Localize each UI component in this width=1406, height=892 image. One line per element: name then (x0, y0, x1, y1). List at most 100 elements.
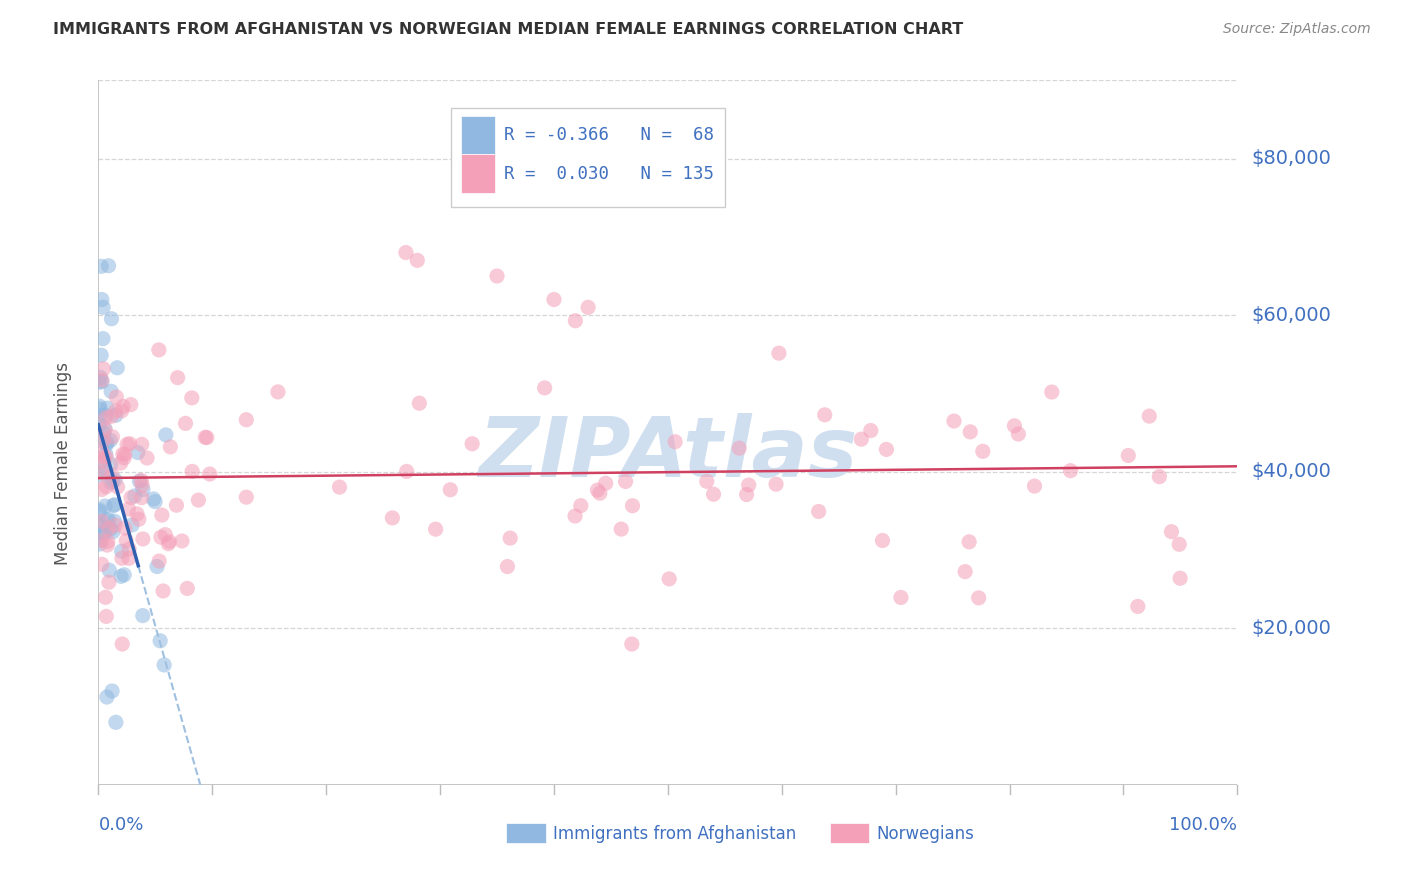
Point (96, 450, 118, 465)
Point (194, 430, 217, 444)
Point (91, 375, 114, 389)
Point (96, 480, 118, 494)
Point (153, 657, 176, 672)
Point (142, 491, 165, 506)
Point (98, 563, 121, 577)
Point (195, 431, 218, 445)
Point (499, 531, 522, 545)
Point (89, 409, 111, 423)
Point (148, 554, 170, 568)
Point (97, 534, 120, 549)
Text: 100.0%: 100.0% (1170, 815, 1237, 833)
Point (128, 512, 150, 526)
Point (181, 464, 204, 478)
Point (328, 480, 350, 494)
Point (953, 565, 976, 579)
Point (461, 436, 484, 450)
Point (90, 533, 112, 548)
Point (1137, 409, 1160, 423)
Point (150, 508, 173, 522)
Point (118, 551, 141, 566)
Point (89, 468, 111, 483)
Point (132, 532, 155, 546)
Point (111, 404, 134, 418)
Point (564, 509, 586, 524)
Point (157, 537, 180, 551)
Point (439, 483, 461, 497)
Point (146, 559, 169, 574)
Point (94, 447, 117, 461)
Point (1007, 427, 1029, 442)
Point (576, 301, 599, 315)
Point (1116, 449, 1139, 463)
Text: R = -0.366   N =  68: R = -0.366 N = 68 (503, 126, 714, 144)
Point (425, 522, 447, 536)
Point (104, 715, 127, 730)
Point (1024, 479, 1046, 493)
Point (111, 447, 134, 461)
Point (97, 259, 120, 273)
Point (107, 480, 129, 494)
Point (90, 293, 112, 307)
Point (103, 499, 125, 513)
Point (1168, 537, 1191, 551)
Point (96, 437, 118, 451)
Point (610, 522, 633, 536)
Point (408, 396, 430, 410)
Point (696, 475, 718, 489)
Point (94, 423, 117, 437)
Point (90, 558, 112, 572)
Point (91, 300, 114, 314)
Point (486, 268, 509, 283)
Point (131, 437, 153, 451)
Point (174, 417, 197, 431)
Point (406, 253, 429, 268)
Text: Median Female Earnings: Median Female Earnings (55, 362, 72, 566)
Point (100, 384, 122, 399)
Point (957, 534, 980, 549)
Point (187, 493, 209, 508)
Point (101, 524, 124, 539)
Point (1160, 524, 1182, 539)
Point (589, 486, 612, 500)
Point (111, 544, 134, 558)
Point (100, 434, 122, 448)
Point (859, 424, 882, 438)
Point (496, 559, 519, 574)
Point (149, 633, 172, 648)
Point (533, 381, 555, 395)
Point (100, 475, 122, 490)
Point (1149, 469, 1171, 483)
Point (97, 521, 120, 535)
Point (814, 408, 837, 422)
Point (93, 450, 115, 464)
Text: Immigrants from Afghanistan: Immigrants from Afghanistan (553, 825, 796, 843)
Point (967, 591, 990, 605)
Point (90, 483, 112, 497)
Text: $40,000: $40,000 (1251, 462, 1331, 482)
Text: 0.0%: 0.0% (98, 815, 143, 833)
Point (851, 432, 873, 446)
Point (157, 534, 180, 549)
Point (91, 332, 114, 346)
Point (180, 391, 202, 405)
Text: ZIPAtlas: ZIPAtlas (478, 413, 858, 494)
Point (100, 311, 122, 326)
Point (875, 442, 897, 457)
Point (136, 450, 159, 465)
Point (143, 494, 166, 508)
FancyBboxPatch shape (461, 154, 495, 193)
Point (91, 454, 114, 468)
Point (104, 473, 127, 487)
Point (1059, 464, 1081, 478)
Point (94, 499, 117, 513)
Point (90, 373, 112, 387)
Point (131, 491, 153, 505)
Point (89, 375, 111, 389)
Text: $60,000: $60,000 (1251, 306, 1331, 325)
Point (94, 408, 117, 422)
Point (155, 527, 177, 541)
Point (872, 533, 894, 548)
Point (381, 511, 404, 525)
Point (93, 462, 115, 476)
